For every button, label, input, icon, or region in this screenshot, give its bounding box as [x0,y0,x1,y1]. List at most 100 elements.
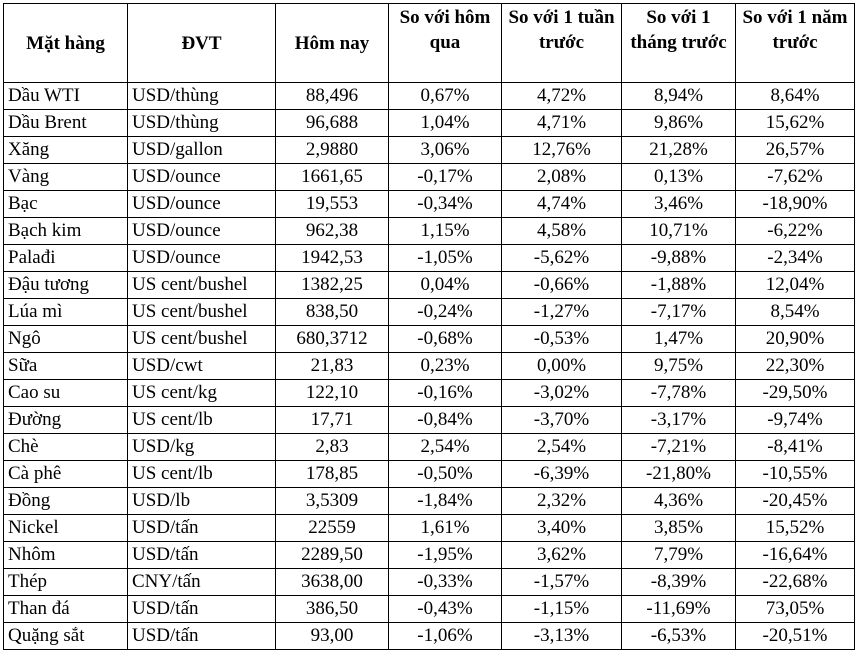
vs-1-month-cell: 4,36% [621,487,736,515]
unit-cell: US cent/kg [127,379,276,407]
table-row: Đồng USD/lb 3,5309 -1,84% 2,32% 4,36% -20,45% [3,487,855,515]
table-row: Đậu tương US cent/bushel 1382,25 0,04% -0,66… [3,271,855,299]
vs-1-week-cell: 4,72% [501,82,622,110]
vs-1-week-cell: -0,66% [501,271,622,299]
vs-1-year-cell: 15,52% [735,514,855,542]
vs-1-week-cell: 4,74% [501,190,622,218]
today-cell: 2,9880 [275,136,389,164]
table-row: Vàng USD/ounce 1661,65 -0,17% 2,08% 0,13% -7,6… [3,163,855,191]
vs-1-week-cell: -1,57% [501,568,622,596]
vs-1-month-cell: 3,46% [621,190,736,218]
today-cell: 3638,00 [275,568,389,596]
vs-1-month-cell: -9,88% [621,244,736,272]
vs-1-month-cell: 21,28% [621,136,736,164]
today-cell: 17,71 [275,406,389,434]
unit-cell: US cent/bushel [127,325,276,353]
unit-cell: US cent/lb [127,460,276,488]
header-vs-1-year: So với 1 năm trước [735,3,855,83]
commodity-cell: Lúa mì [3,298,128,326]
header-vs-yesterday: So với hôm qua [388,3,502,83]
vs-1-week-cell: 4,58% [501,217,622,245]
commodity-price-table: Mặt hàng ĐVT Hôm nay So với hôm qua So v… [3,3,855,650]
vs-yesterday-cell: 3,06% [388,136,502,164]
table-row: Thép CNY/tấn 3638,00 -0,33% -1,57% -8,39% -22,… [3,568,855,596]
vs-1-year-cell: -20,51% [735,622,855,650]
vs-1-year-cell: -29,50% [735,379,855,407]
commodity-cell: Vàng [3,163,128,191]
vs-1-month-cell: -7,17% [621,298,736,326]
commodity-cell: Chè [3,433,128,461]
commodity-cell: Bạc [3,190,128,218]
vs-yesterday-cell: 1,61% [388,514,502,542]
unit-cell: USD/tấn [127,595,276,623]
unit-cell: USD/tấn [127,541,276,569]
vs-1-week-cell: 2,32% [501,487,622,515]
unit-cell: USD/kg [127,433,276,461]
unit-cell: USD/ounce [127,244,276,272]
vs-1-week-cell: -0,53% [501,325,622,353]
table-row: Cà phê US cent/lb 178,85 -0,50% -6,39% -21,80… [3,460,855,488]
table-row: Nhôm USD/tấn 2289,50 -1,95% 3,62% 7,79% -16,64… [3,541,855,569]
vs-1-month-cell: -6,53% [621,622,736,650]
vs-1-year-cell: -10,55% [735,460,855,488]
vs-1-year-cell: 12,04% [735,271,855,299]
vs-1-year-cell: 73,05% [735,595,855,623]
vs-1-week-cell: -1,27% [501,298,622,326]
unit-cell: USD/ounce [127,217,276,245]
vs-1-week-cell: -5,62% [501,244,622,272]
commodity-cell: Sữa [3,352,128,380]
vs-1-month-cell: 0,13% [621,163,736,191]
vs-1-year-cell: -20,45% [735,487,855,515]
vs-1-month-cell: 10,71% [621,217,736,245]
vs-yesterday-cell: -0,17% [388,163,502,191]
table-row: Xăng USD/gallon 2,9880 3,06% 12,76% 21,28% 26,… [3,136,855,164]
table-body: Dầu WTI USD/thùng 88,496 0,67% 4,72% 8,94% 8,6… [3,82,855,650]
table-row: Dầu Brent USD/thùng 96,688 1,04% 4,71% 9,86% 1… [3,109,855,137]
unit-cell: USD/cwt [127,352,276,380]
unit-cell: USD/thùng [127,109,276,137]
vs-1-year-cell: 20,90% [735,325,855,353]
vs-yesterday-cell: -0,16% [388,379,502,407]
unit-cell: US cent/bushel [127,271,276,299]
unit-cell: USD/gallon [127,136,276,164]
vs-1-month-cell: -8,39% [621,568,736,596]
table-row: Chè USD/kg 2,83 2,54% 2,54% -7,21% -8,41% [3,433,855,461]
table-row: Bạc USD/ounce 19,553 -0,34% 4,74% 3,46% -18,90… [3,190,855,218]
today-cell: 3,5309 [275,487,389,515]
commodity-cell: Xăng [3,136,128,164]
commodity-cell: Đậu tương [3,271,128,299]
commodity-cell: Cao su [3,379,128,407]
vs-1-month-cell: 9,86% [621,109,736,137]
today-cell: 1942,53 [275,244,389,272]
table-row: Đường US cent/lb 17,71 -0,84% -3,70% -3,17% -9… [3,406,855,434]
vs-1-week-cell: -3,02% [501,379,622,407]
vs-yesterday-cell: -0,43% [388,595,502,623]
commodity-cell: Đồng [3,487,128,515]
table-row: Dầu WTI USD/thùng 88,496 0,67% 4,72% 8,94% 8,6… [3,82,855,110]
unit-cell: USD/ounce [127,163,276,191]
today-cell: 178,85 [275,460,389,488]
vs-1-year-cell: -2,34% [735,244,855,272]
unit-cell: USD/tấn [127,514,276,542]
vs-1-week-cell: -3,70% [501,406,622,434]
vs-1-year-cell: -16,64% [735,541,855,569]
vs-1-week-cell: 2,08% [501,163,622,191]
commodity-cell: Nhôm [3,541,128,569]
vs-yesterday-cell: -1,06% [388,622,502,650]
today-cell: 680,3712 [275,325,389,353]
vs-1-week-cell: 3,40% [501,514,622,542]
vs-yesterday-cell: -0,34% [388,190,502,218]
today-cell: 2289,50 [275,541,389,569]
header-vs-1-week: So với 1 tuần trước [501,3,622,83]
vs-yesterday-cell: -0,84% [388,406,502,434]
vs-yesterday-cell: -0,33% [388,568,502,596]
today-cell: 838,50 [275,298,389,326]
vs-1-year-cell: -6,22% [735,217,855,245]
vs-1-week-cell: 0,00% [501,352,622,380]
today-cell: 96,688 [275,109,389,137]
vs-yesterday-cell: 0,23% [388,352,502,380]
vs-1-week-cell: 2,54% [501,433,622,461]
vs-yesterday-cell: -0,68% [388,325,502,353]
vs-1-week-cell: 12,76% [501,136,622,164]
vs-yesterday-cell: -1,95% [388,541,502,569]
